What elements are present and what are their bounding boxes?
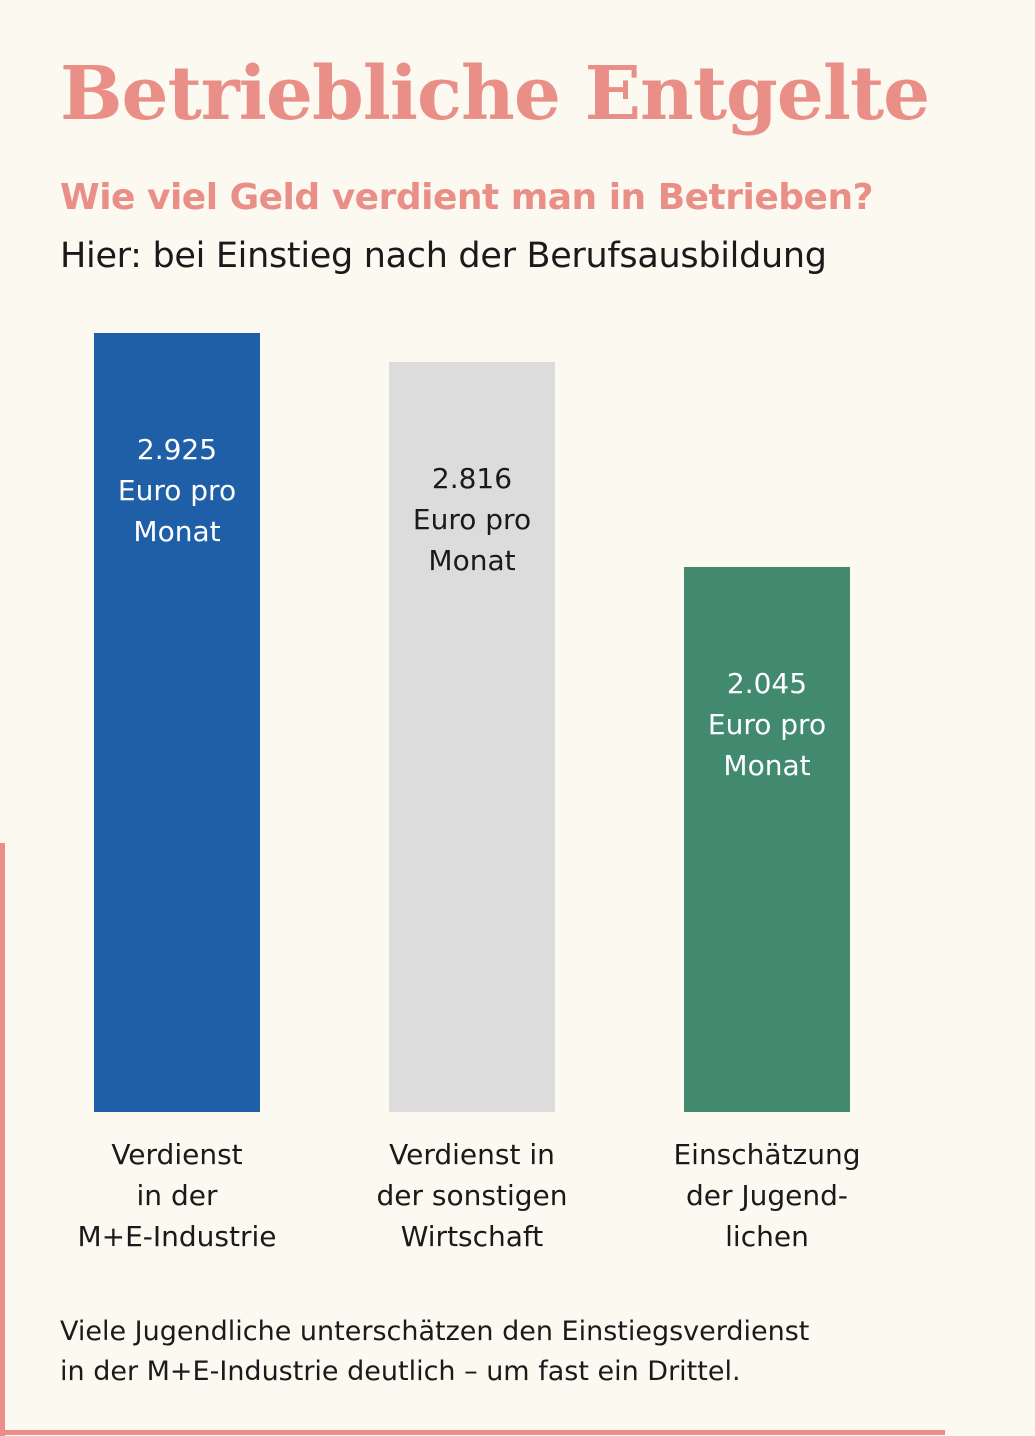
bar-2 — [389, 362, 555, 1112]
category-label-1: Verdienst in der M+E-Industrie — [77, 1138, 277, 1253]
bar-value-label-1: 2.925 Euro pro Monat — [117, 433, 237, 548]
bottom-accent-rule — [0, 1430, 945, 1435]
bar-value-label-3: 2.045 Euro pro Monat — [707, 667, 827, 782]
footnote: Viele Jugendliche unterschätzen den Eins… — [60, 1316, 810, 1387]
page-title: Betriebliche Entgelte — [60, 51, 930, 137]
category-label-2: Verdienst in der sonstigen Wirtschaft — [376, 1138, 568, 1253]
bar-1 — [94, 333, 260, 1112]
page-subline: Hier: bei Einstieg nach der Berufsausbil… — [60, 236, 827, 276]
page-subtitle: Wie viel Geld verdient man in Betrieben? — [60, 177, 873, 218]
bar-3 — [684, 567, 850, 1112]
category-label-3: Einschätzung der Jugend- lichen — [673, 1138, 861, 1253]
left-accent-rule — [0, 843, 5, 1436]
bar-value-label-2: 2.816 Euro pro Monat — [412, 462, 532, 577]
